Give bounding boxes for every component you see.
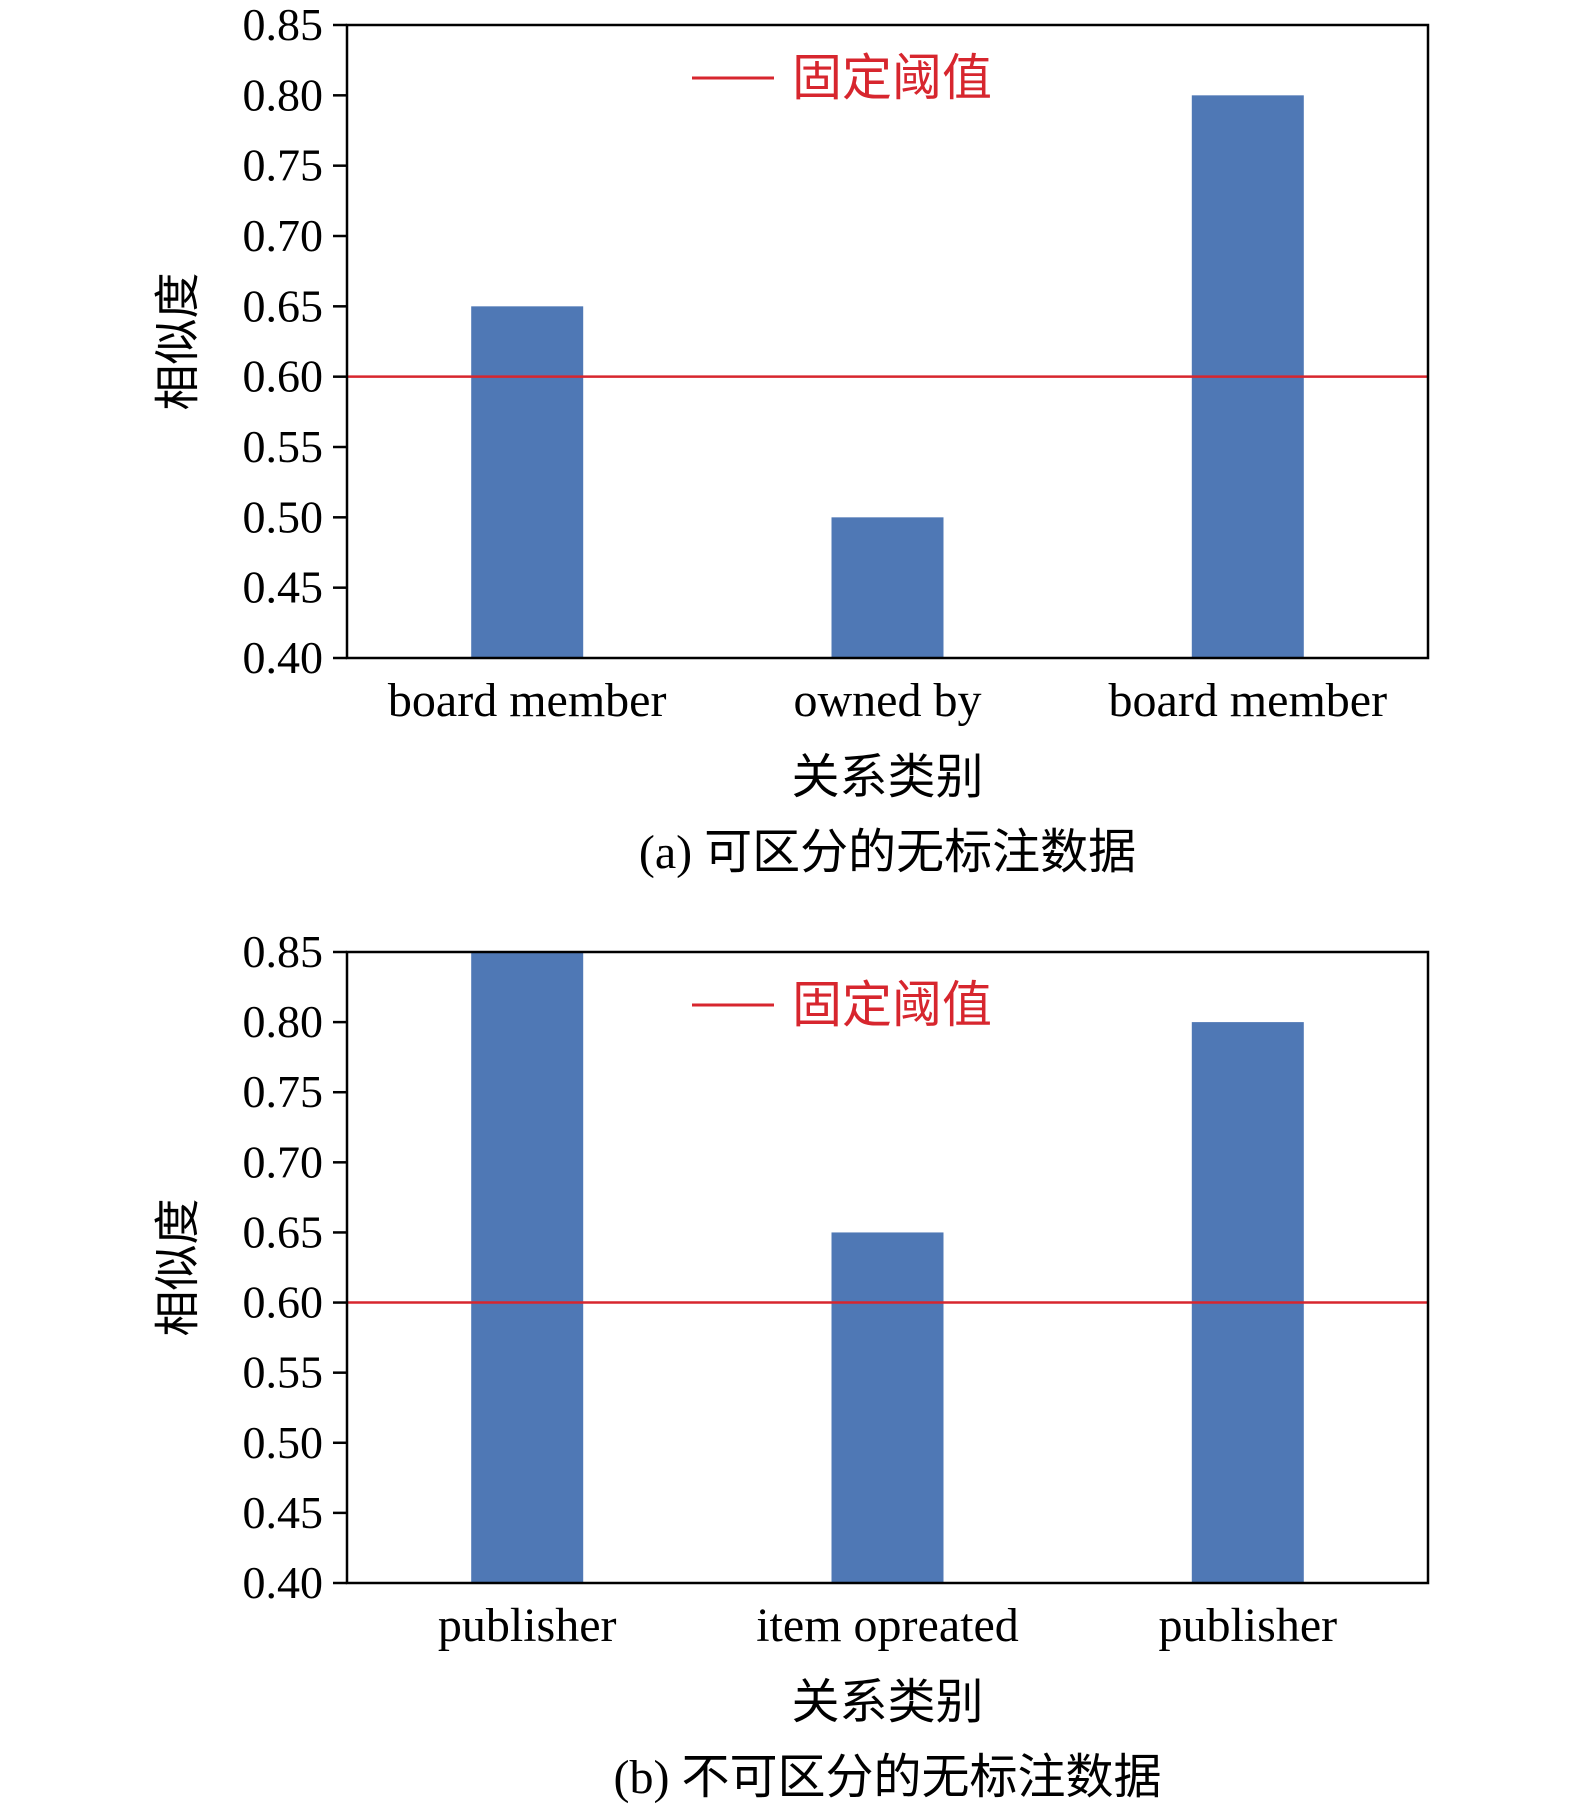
- y-tick-label: 0.70: [243, 1136, 324, 1187]
- x-category-label: publisher: [1158, 1599, 1337, 1652]
- y-axis-label: 相似度: [153, 273, 204, 411]
- y-tick-label: 0.85: [243, 0, 324, 50]
- y-tick-label: 0.55: [243, 1347, 324, 1398]
- bar-2: [831, 517, 944, 658]
- x-category-label: item opreated: [756, 1599, 1019, 1652]
- y-tick-label: 0.55: [243, 421, 324, 472]
- y-tick-label: 0.50: [243, 1417, 324, 1468]
- bar-2: [831, 1232, 944, 1583]
- figure-caption: (b) 不可区分的无标注数据: [614, 1751, 1162, 1804]
- bar-1: [471, 306, 584, 658]
- y-tick-label: 0.50: [243, 491, 324, 542]
- y-tick-label: 0.60: [243, 1277, 324, 1328]
- x-category-label: board member: [388, 674, 667, 727]
- y-tick-label: 0.75: [243, 140, 324, 191]
- y-tick-label: 0.45: [243, 562, 324, 613]
- legend-label: 固定阈值: [792, 50, 992, 106]
- y-tick-label: 0.80: [243, 69, 324, 120]
- figure-caption: (a) 可区分的无标注数据: [639, 826, 1136, 879]
- y-axis-label: 相似度: [153, 1199, 204, 1337]
- y-tick-label: 0.75: [243, 1066, 324, 1117]
- plot-frame: [345, 950, 1430, 1585]
- y-tick-label: 0.80: [243, 996, 324, 1047]
- y-tick-label: 0.65: [243, 1206, 324, 1257]
- y-tick-label: 0.85: [243, 926, 324, 977]
- x-category-label: publisher: [438, 1599, 617, 1652]
- y-tick-label: 0.60: [243, 351, 324, 402]
- y-tick-label: 0.65: [243, 280, 324, 331]
- bar-1: [471, 952, 584, 1583]
- x-category-label: owned by: [794, 674, 982, 727]
- y-tick-label: 0.45: [243, 1487, 324, 1538]
- legend-label: 固定阈值: [792, 977, 992, 1033]
- x-axis-label: 关系类别: [791, 1676, 983, 1729]
- y-tick-label: 0.70: [243, 210, 324, 261]
- y-tick-label: 0.40: [243, 1557, 324, 1608]
- y-tick-label: 0.40: [243, 632, 324, 683]
- x-axis-label: 关系类别: [791, 751, 983, 804]
- plot-frame: [345, 23, 1430, 660]
- x-category-label: board member: [1109, 674, 1388, 727]
